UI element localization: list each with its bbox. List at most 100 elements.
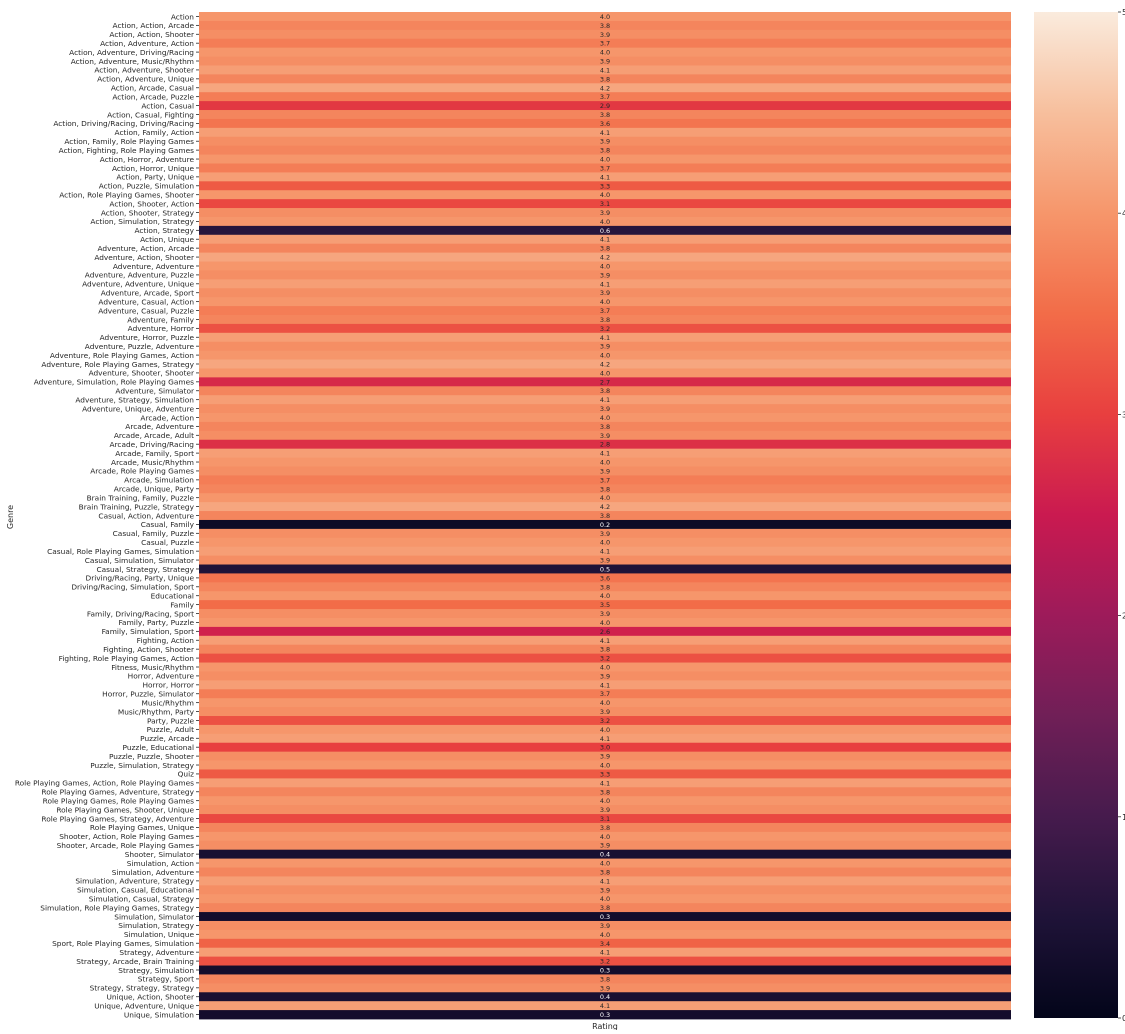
- genre-tick-label: Fitness, Music/Rhythm: [111, 663, 194, 672]
- genre-tick-label: Adventure, Role Playing Games, Action: [50, 351, 194, 360]
- heatmap-cell: [199, 47, 1011, 57]
- cell-annotation: 3.8: [600, 646, 610, 654]
- genre-tick-label: Puzzle, Puzzle, Shooter: [109, 752, 195, 761]
- heatmap-cell: [199, 707, 1011, 717]
- heatmap-cell: [199, 689, 1011, 699]
- colorbar: 0 1 2 3 4 5: [1034, 8, 1125, 1023]
- cell-annotation: 0.3: [600, 1011, 610, 1019]
- genre-tick-label: Music/Rhythm: [142, 698, 195, 707]
- x-axis-label: Rating: [592, 1022, 618, 1030]
- genre-tick-label: Simulation, Unique: [124, 930, 195, 939]
- cell-annotation: 4.2: [600, 254, 610, 262]
- cell-annotation: 4.1: [600, 173, 610, 181]
- cell-annotation: 4.1: [600, 396, 610, 404]
- cell-annotation: 3.9: [600, 984, 610, 992]
- heatmap-cell: [199, 252, 1011, 262]
- heatmap-cell: [199, 1001, 1011, 1011]
- heatmap-cell: [199, 528, 1011, 539]
- genre-tick-label: Fighting, Action, Shooter: [103, 645, 195, 654]
- cell-annotation: 3.8: [600, 485, 610, 493]
- cell-annotation: 4.0: [600, 619, 610, 627]
- heatmap-cell: [199, 956, 1011, 966]
- genre-tick-label: Action, Arcade, Puzzle: [112, 92, 194, 101]
- cell-annotation: 3.3: [600, 770, 610, 778]
- cell-annotation: 4.1: [600, 548, 610, 556]
- genre-tick-label: Simulation, Action: [127, 859, 195, 868]
- cell-annotation: 3.9: [600, 467, 610, 475]
- genre-tick-label: Action, Shooter, Action: [109, 199, 194, 208]
- cell-annotation: 3.4: [600, 940, 610, 948]
- cell-annotation: 4.1: [600, 66, 610, 74]
- cell-annotation: 4.1: [600, 779, 610, 787]
- cell-annotation: 3.8: [600, 75, 610, 83]
- genre-tick-label: Adventure, Adventure, Unique: [82, 280, 194, 289]
- heatmap-cell: [199, 992, 1011, 1002]
- heatmap-cell: [199, 626, 1011, 637]
- genre-tick-label: Casual, Family, Puzzle: [113, 529, 195, 538]
- heatmap-cell: [199, 938, 1011, 949]
- heatmap-cell: [199, 208, 1011, 218]
- heatmap-cell: [199, 386, 1011, 396]
- cell-annotation: 3.9: [600, 557, 610, 565]
- heatmap-cell: [199, 635, 1011, 646]
- genre-tick-label: Action, Fighting, Role Playing Games: [59, 146, 194, 155]
- heatmap-cell: [199, 546, 1011, 556]
- genre-tick-label: Simulation, Adventure, Strategy: [75, 877, 194, 886]
- cell-annotation: 3.7: [600, 93, 610, 101]
- genre-tick-label: Adventure, Simulator: [115, 387, 195, 396]
- genre-tick-label: Arcade, Role Playing Games: [90, 467, 194, 476]
- heatmap-cell: [199, 199, 1011, 209]
- cell-annotation: 3.6: [600, 574, 610, 582]
- heatmap-cell: [199, 920, 1011, 931]
- heatmap-cell: [199, 983, 1011, 993]
- genre-tick-label: Role Playing Games, Role Playing Games: [43, 796, 194, 805]
- genre-tick-label: Unique, Action, Shooter: [106, 993, 194, 1002]
- genre-tick-label: Unique, Adventure, Unique: [94, 1001, 194, 1010]
- heatmap-cell: [199, 297, 1011, 307]
- genre-tick-label: Horror, Puzzle, Simulator: [102, 690, 195, 699]
- genre-tick-label: Family: [170, 600, 194, 609]
- cell-annotation: 4.0: [600, 49, 610, 57]
- heatmap-cell: [199, 769, 1011, 779]
- heatmap-cell: [199, 190, 1011, 200]
- genre-tick-label: Action, Adventure, Driving/Racing: [69, 48, 194, 57]
- cell-annotation: 4.0: [600, 459, 610, 467]
- cell-annotation: 3.8: [600, 245, 610, 253]
- heatmap-cell: [199, 653, 1011, 663]
- heatmap-cell: [199, 564, 1011, 574]
- genre-tick-label: Strategy, Arcade, Brain Training: [76, 957, 194, 966]
- genre-tick-label: Party, Puzzle: [147, 716, 194, 725]
- genre-tick-label: Shooter, Arcade, Role Playing Games: [57, 841, 195, 850]
- heatmap-cell: [199, 662, 1011, 672]
- cell-annotation: 4.0: [600, 13, 610, 21]
- heatmap-cell: [199, 413, 1011, 423]
- cell-annotation: 4.0: [600, 664, 610, 672]
- cell-annotation: 3.5: [600, 601, 610, 609]
- heatmap-cell: [199, 350, 1011, 360]
- genre-tick-label: Casual, Strategy, Strategy: [96, 565, 194, 574]
- cell-annotation: 3.8: [600, 583, 610, 591]
- cell-annotation: 3.7: [600, 40, 610, 48]
- heatmap-cell: [199, 118, 1011, 129]
- heatmap-cell: [199, 127, 1011, 138]
- heatmap-cell: [199, 573, 1011, 583]
- cell-annotation: 3.9: [600, 708, 610, 716]
- cell-annotation: 3.3: [600, 182, 610, 190]
- heatmap-cell: [199, 876, 1011, 886]
- heatmap-cell: [199, 101, 1011, 111]
- heatmap-cell: [199, 493, 1011, 503]
- genre-tick-label: Strategy, Strategy, Strategy: [90, 984, 195, 993]
- cell-annotation: 4.1: [600, 637, 610, 645]
- heatmap-cell: [199, 965, 1011, 975]
- colorbar-tick-label: 1: [1122, 813, 1125, 822]
- genre-tick-label: Simulation, Strategy: [118, 921, 194, 930]
- heatmap-cell: [199, 38, 1011, 49]
- cell-annotation: 3.8: [600, 22, 610, 30]
- cell-annotation: 3.8: [600, 788, 610, 796]
- colorbar-tick-label: 3: [1122, 410, 1125, 419]
- genre-tick-label: Family, Party, Puzzle: [118, 618, 194, 627]
- heatmap-cell: [199, 511, 1011, 521]
- cell-annotation: 3.8: [600, 868, 610, 876]
- heatmap-cell: [199, 341, 1011, 352]
